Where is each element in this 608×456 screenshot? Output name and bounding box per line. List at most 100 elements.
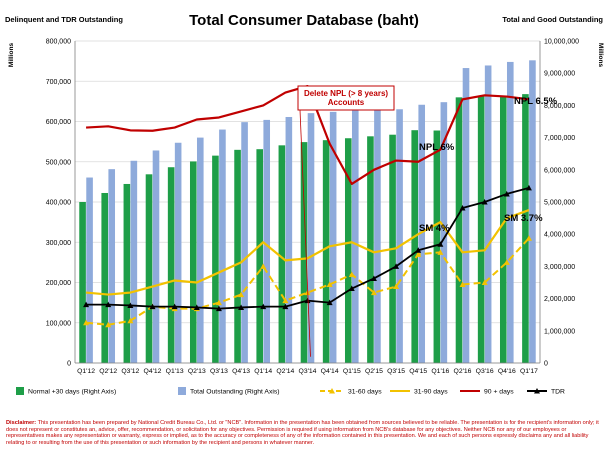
bar-normal-Q1'16: [433, 130, 441, 363]
legend-label-tdr: TDR: [551, 389, 565, 396]
marker-31-60-Q1'12: [83, 319, 90, 326]
marker-31-60-Q1'16: [437, 249, 444, 255]
x-tick-label: Q1'15: [343, 368, 361, 375]
lines-group: [83, 84, 532, 328]
bar-total-Q2'13: [196, 137, 204, 363]
x-tick-label: Q2'15: [365, 368, 383, 375]
marker-tdr-Q2'12: [105, 301, 112, 308]
marker-31-60-Q3'13: [215, 299, 222, 306]
annotations-group: Delete NPL (> 8 years)Accounts NPL 6.5% NP…: [297, 85, 558, 357]
bar-total-Q1'15: [351, 110, 359, 363]
bar-normal-Q1'14: [256, 149, 264, 363]
left-tick-label: 100,000: [46, 320, 71, 327]
delete-npl-box: [297, 85, 395, 111]
left-tick-label: 500,000: [46, 159, 71, 166]
marker-31-60-Q4'15: [415, 251, 422, 257]
marker-tdr-Q4'13: [238, 304, 245, 310]
delete-npl-text: Delete NPL (> 8 years): [304, 89, 388, 98]
bar-normal-Q4'14: [322, 140, 330, 363]
x-tick-label: Q2'16: [454, 368, 472, 375]
marker-31-60-Q1'17: [525, 235, 532, 241]
x-tick-label: Q1'14: [254, 368, 272, 375]
x-tick-label: Q4'12: [144, 368, 162, 375]
marker-tdr-Q2'15: [370, 275, 377, 281]
left-tick-label: 0: [67, 361, 71, 368]
annotation-npl-6: NPL 6%: [419, 142, 455, 153]
left-tick-label: 700,000: [46, 79, 71, 86]
bar-normal-Q4'15: [411, 130, 419, 363]
bar-normal-Q3'12: [123, 183, 131, 363]
bar-total-Q1'17: [529, 60, 536, 363]
marker-tdr-Q3'15: [393, 263, 400, 269]
axes-group: [74, 41, 541, 364]
legend-label-31-90-days: 31-90 days: [414, 389, 448, 396]
bar-total-Q3'16: [484, 65, 492, 364]
chart-title: Total Consumer Database (baht): [189, 12, 419, 29]
legend-swatch-normal-30-days-right-axis-: [16, 387, 24, 395]
bar-normal-Q2'12: [101, 192, 109, 363]
marker-tdr-Q2'16: [459, 205, 466, 211]
bar-total-Q2'16: [462, 68, 470, 363]
legend-label-total-outstanding-right-axis-: Total Outstanding (Right Axis): [190, 389, 280, 396]
bar-normal-Q1'12: [79, 202, 86, 363]
marker-tdr-Q4'15: [415, 247, 422, 253]
bar-total-Q2'12: [108, 169, 116, 363]
marker-tdr-Q3'16: [481, 199, 488, 205]
legend-label-normal-30-days-right-axis-: Normal +30 days (Right Axis): [28, 389, 116, 396]
bar-normal-Q4'13: [234, 149, 241, 363]
line-31-90-days: [85, 209, 530, 296]
left-tick-label: 800,000: [46, 39, 71, 46]
right-tick-label: 4,000,000: [544, 232, 575, 239]
x-tick-label: Q3'12: [121, 368, 139, 375]
marker-31-60-Q2'15: [370, 289, 377, 296]
x-tick-label: Q3'14: [299, 368, 317, 375]
ticks-group: 0 100,000 200,000 300,000 400,000 500,000 600,…: [46, 39, 579, 376]
marker-tdr-Q1'14: [260, 303, 267, 310]
disclaimer-label: Disclaimer:: [6, 420, 37, 426]
left-tick-label: 300,000: [46, 240, 71, 247]
legend-label-31-60-days: 31-60 days: [348, 389, 382, 396]
x-tick-label: Q2'14: [276, 368, 294, 375]
annotation-sm-3-7: SM 3.7%: [504, 213, 543, 224]
x-tick-label: Q3'15: [387, 368, 405, 375]
left-tick-label: 400,000: [46, 200, 71, 207]
bar-normal-Q4'16: [499, 95, 507, 364]
right-axis-title: Total and Good Outstanding: [502, 15, 603, 24]
x-tick-label: Q4'16: [498, 368, 516, 375]
marker-tdr-Q1'15: [348, 285, 355, 292]
right-tick-label: 3,000,000: [544, 264, 575, 271]
left-tick-label: 200,000: [46, 280, 71, 287]
x-tick-label: Q3'16: [476, 368, 494, 375]
annotation-npl-6-5: NPL 6.5%: [514, 96, 558, 107]
bar-normal-Q2'14: [278, 145, 286, 363]
legend-marker-31-60-days: [329, 388, 335, 394]
bar-normal-Q3'13: [212, 155, 219, 363]
x-tick-label: Q3'13: [210, 368, 228, 375]
marker-31-60-Q3'15: [393, 283, 400, 290]
bar-total-Q1'14: [263, 119, 271, 363]
marker-tdr-Q3'12: [127, 302, 134, 308]
legend-label-90-days: 90 + days: [484, 389, 514, 396]
marker-tdr-Q2'14: [282, 303, 289, 310]
marker-31-60-Q4'14: [326, 281, 333, 288]
x-tick-label: Q2'12: [99, 368, 117, 375]
left-axis-unit: Millions: [8, 43, 15, 68]
marker-31-60-Q1'14: [260, 263, 267, 269]
right-tick-label: 6,000,000: [544, 167, 575, 174]
right-tick-label: 1,000,000: [544, 328, 575, 335]
bar-total-Q1'12: [86, 177, 93, 363]
delete-npl-pointer: [299, 109, 311, 357]
bar-total-Q3'15: [396, 109, 403, 363]
marker-tdr-Q4'14: [326, 299, 333, 306]
x-tick-label: Q4'15: [409, 368, 427, 375]
right-axis-unit: Millions: [597, 43, 604, 68]
bar-total-Q4'16: [506, 61, 514, 364]
x-tick-label: Q1'17: [520, 368, 538, 375]
marker-tdr-Q4'16: [503, 190, 510, 197]
bar-normal-Q2'16: [455, 97, 463, 363]
left-tick-label: 600,000: [46, 119, 71, 126]
right-tick-label: 5,000,000: [544, 200, 575, 207]
marker-tdr-Q1'12: [83, 301, 90, 308]
marker-31-60-Q2'16: [459, 281, 466, 288]
